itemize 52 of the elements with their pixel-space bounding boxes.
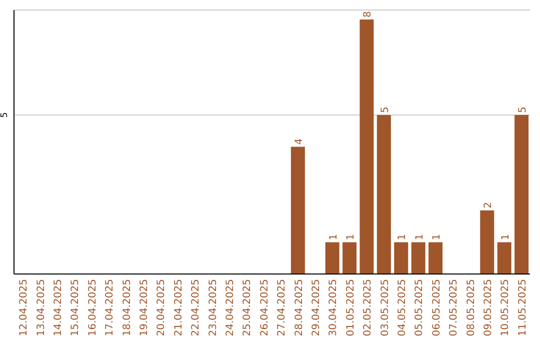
data-label: 8 [362, 11, 374, 18]
x-tick-label: 30.04.2025 [328, 279, 340, 336]
x-tick-label: 01.05.2025 [345, 279, 356, 336]
x-tick-label: 07.05.2025 [448, 279, 460, 336]
bar [342, 242, 357, 274]
x-tick-label: 17.04.2025 [104, 279, 116, 336]
bar [394, 242, 408, 274]
data-label: 1 [328, 234, 340, 240]
x-tick-label: 03.05.2025 [380, 279, 391, 336]
x-tick-label: 24.04.2025 [225, 279, 236, 336]
x-tick-label: 14.04.2025 [53, 279, 64, 336]
bar [411, 242, 426, 274]
bar [514, 114, 529, 274]
x-tick-label: 10.05.2025 [500, 279, 512, 336]
x-tick-label: 15.04.2025 [70, 279, 82, 336]
data-label: 1 [432, 234, 443, 240]
x-tick-label: 18.04.2025 [122, 279, 133, 336]
x-tick-label: 09.05.2025 [483, 279, 494, 336]
data-label: 1 [414, 234, 426, 240]
data-label: 1 [500, 234, 512, 240]
bar [480, 210, 494, 274]
x-tick-label: 04.05.2025 [397, 279, 408, 336]
x-tick-label: 27.04.2025 [276, 279, 288, 336]
data-label: 1 [397, 234, 408, 240]
x-tick-label: 23.04.2025 [208, 279, 219, 336]
x-tick-label: 11.05.2025 [517, 279, 528, 336]
data-label: 2 [483, 202, 494, 208]
bar [376, 114, 391, 274]
bar [360, 20, 374, 274]
x-tick-label: 20.04.2025 [156, 279, 168, 336]
x-tick-label: 19.04.2025 [139, 279, 150, 336]
x-tick-label: 28.04.2025 [294, 279, 305, 336]
x-tick-label: 08.05.2025 [466, 279, 477, 336]
x-tick-label: 13.04.2025 [36, 279, 47, 336]
bar [290, 146, 305, 274]
bar [428, 242, 443, 274]
x-tick-label: 12.04.2025 [18, 279, 30, 336]
x-tick-label: 16.04.2025 [87, 279, 98, 336]
data-label: 5 [380, 106, 391, 113]
bar [325, 242, 340, 274]
x-tick-label: 22.04.2025 [190, 279, 202, 336]
x-tick-label: 06.05.2025 [431, 279, 442, 336]
x-tick-label: 25.04.2025 [242, 279, 254, 336]
data-label: 5 [518, 106, 529, 113]
x-tick-label: 05.05.2025 [414, 279, 426, 336]
x-tick-label: 21.04.2025 [173, 279, 184, 336]
bar [497, 242, 512, 274]
data-label: 1 [346, 234, 357, 240]
x-tick-label: 02.05.2025 [362, 279, 374, 336]
x-tick-label: 26.04.2025 [259, 279, 270, 336]
x-tick-label: 29.04.2025 [311, 279, 322, 336]
data-label: 4 [294, 138, 305, 145]
